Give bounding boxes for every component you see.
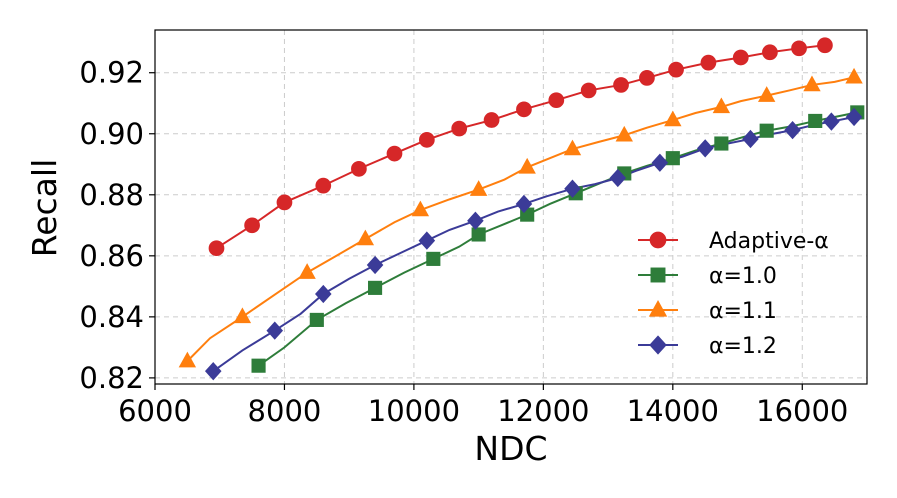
data-point-0-3 [315,177,332,194]
legend-label: Adaptive-α [709,229,829,254]
legend-marker [650,267,666,283]
legend-label: α=1.0 [709,264,777,289]
data-point-0-17 [762,44,778,61]
legend-marker [649,231,667,249]
data-point-0-4 [351,160,367,177]
data-point-0-11 [580,82,597,99]
data-point-2-16 [615,125,633,142]
x-axis-ticks: 6000 8000 10000 12000 14000 16000 [118,384,848,428]
data-point-1-0 [251,358,266,373]
y-axis-label: Recall [25,159,64,257]
data-point-0-7 [451,120,468,137]
y-tick-label: 0.90 [79,117,144,151]
x-tick-label: 10000 [368,394,460,428]
data-point-0-19 [817,37,833,54]
legend-marker [648,300,668,317]
x-tick-label: 12000 [497,394,589,428]
data-point-3-6 [366,255,384,275]
data-point-0-18 [791,40,807,57]
data-point-2-20 [712,97,731,114]
y-tick-label: 0.86 [79,239,144,273]
data-point-3-22 [742,129,759,149]
data-point-2-12 [518,157,536,174]
data-point-3-12 [515,194,533,214]
x-tick-label: 14000 [627,394,719,428]
plot-frame [154,29,868,385]
y-tick-label: 0.84 [79,300,144,334]
data-point-2-18 [664,110,682,127]
data-point-2-24 [803,75,821,92]
data-point-2-4 [298,263,316,279]
x-axis-label: NDC [474,429,547,468]
data-point-0-8 [483,112,500,128]
data-point-2-6 [356,229,375,246]
data-point-2-2 [233,307,252,324]
data-point-1-18 [714,136,729,151]
data-point-3-8 [418,231,436,250]
data-point-3-2 [266,321,284,340]
legend-label: α=1.1 [709,299,777,324]
data-point-2-0 [178,351,197,368]
data-point-3-27 [845,107,863,127]
data-point-3-0 [204,362,222,381]
x-tick-label: 6000 [118,394,192,428]
data-point-0-13 [639,70,655,86]
data-point-2-8 [411,200,430,217]
y-tick-label: 0.82 [79,361,144,395]
y-tick-label: 0.92 [79,56,144,90]
data-point-3-20 [696,139,714,158]
data-point-0-10 [548,92,565,109]
legend-marker [649,335,667,355]
data-point-0-6 [418,132,435,148]
data-point-2-14 [563,139,582,156]
y-tick-label: 0.88 [79,178,144,212]
data-point-0-2 [276,194,293,211]
x-tick-label: 8000 [248,394,322,428]
data-point-3-4 [315,284,332,304]
series-line-2 [186,76,855,362]
series-markers [178,37,865,381]
data-point-3-16 [609,168,627,188]
data-point-3-14 [564,179,581,198]
data-point-3-10 [467,211,484,230]
data-point-0-16 [732,49,749,66]
data-point-1-20 [759,123,774,138]
y-axis-ticks: 0.82 0.84 0.86 0.88 0.90 0.92 [79,56,155,395]
data-point-3-26 [823,112,840,131]
legend-label: α=1.2 [709,334,777,359]
data-point-0-5 [386,145,403,162]
data-point-0-1 [244,217,260,234]
data-point-1-2 [309,312,324,327]
grid [154,30,867,384]
data-point-1-22 [808,113,823,129]
data-point-2-10 [469,180,488,196]
data-point-0-9 [516,101,532,118]
data-point-1-16 [665,151,680,166]
data-point-0-14 [668,61,684,78]
data-point-1-4 [368,280,383,295]
data-point-1-6 [426,251,441,266]
data-point-0-0 [208,240,225,257]
data-point-1-8 [471,227,486,242]
data-point-3-18 [651,153,669,172]
x-tick-label: 16000 [756,394,848,428]
data-point-2-22 [757,86,776,102]
data-point-0-15 [700,54,717,71]
data-point-2-26 [845,67,863,84]
legend: Adaptive-α α=1.0 α=1.1 α=1.2 [638,229,829,359]
data-point-0-12 [613,77,629,93]
data-point-3-24 [784,120,801,140]
